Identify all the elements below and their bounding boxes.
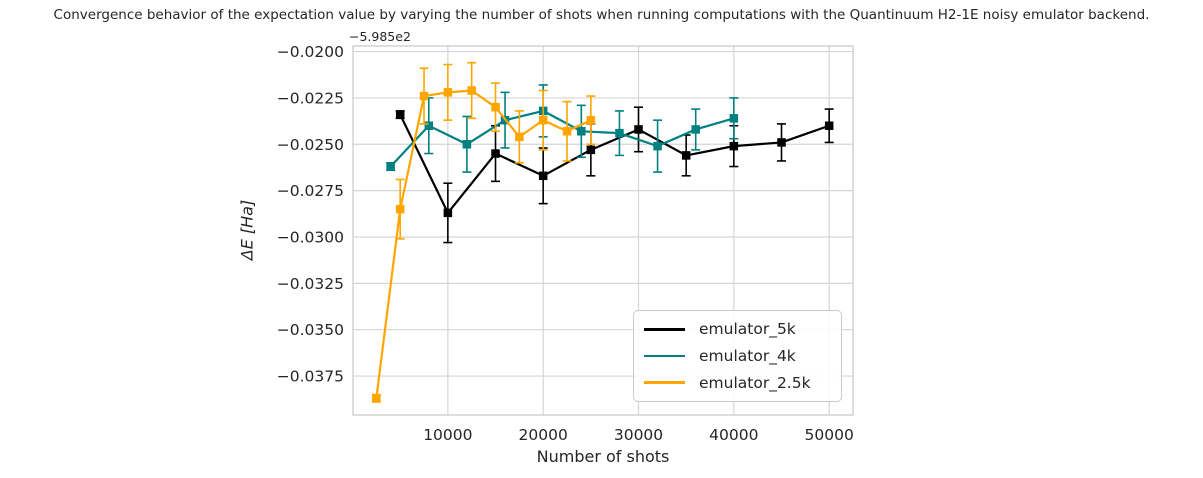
series-line: [375, 89, 592, 399]
series-line: [389, 109, 735, 168]
x-tick-label: 40000: [709, 426, 758, 444]
x-tick-label: 20000: [519, 426, 568, 444]
y-tick-label: −0.0325: [277, 275, 344, 293]
data-point-marker: [467, 86, 476, 95]
chart-title: Convergence behavior of the expectation …: [53, 7, 1150, 23]
data-point-marker: [729, 141, 739, 151]
legend-label-emulator-2-5k: emulator_2.5k: [699, 373, 811, 392]
series-line: [399, 114, 830, 214]
y-tick-label: −0.0225: [277, 89, 344, 107]
y-tick-label: −0.0350: [277, 321, 344, 339]
y-tick-label: −0.0375: [277, 368, 344, 386]
legend-item-emulator-2-5k: emulator_2.5k: [644, 374, 837, 392]
data-point-marker: [491, 149, 500, 158]
legend-line-sample-emulator-2-5k: [644, 381, 685, 384]
data-point-marker: [462, 140, 472, 149]
data-point-marker: [777, 138, 786, 147]
data-point-marker: [419, 91, 429, 101]
data-point-marker: [395, 204, 405, 214]
y-axis-offset-label: −5.985e2: [349, 29, 411, 44]
data-point-marker: [729, 114, 739, 123]
data-point-marker: [386, 162, 395, 171]
y-tick-label: −0.0200: [277, 43, 344, 61]
x-axis-label: Number of shots: [536, 447, 670, 466]
legend-item-emulator-5k: emulator_5k: [644, 320, 837, 338]
legend-line-sample-emulator-5k: [644, 328, 685, 331]
data-point-marker: [586, 145, 596, 155]
data-point-marker: [691, 125, 700, 134]
data-point-marker: [443, 88, 453, 97]
legend-line-sample-emulator-4k: [644, 354, 685, 358]
data-point-marker: [372, 394, 381, 403]
data-point-marker: [395, 110, 405, 119]
series-emulator_5k: [395, 106, 834, 244]
data-point-marker: [824, 121, 834, 130]
data-point-marker: [681, 151, 691, 160]
plot-frame: [352, 45, 854, 416]
y-tick-label: −0.0275: [277, 182, 344, 200]
y-tick-label: −0.0300: [277, 228, 344, 246]
tick-labels: −0.0200 −0.0225 −0.0250 −0.0275 −0.0300 −0.03…: [277, 43, 854, 444]
data-point-marker: [562, 127, 572, 136]
legend: emulator_5k emulator_4k emulator_2.5k: [633, 310, 842, 402]
y-tick-label: −0.0250: [277, 136, 344, 154]
data-point-marker: [443, 208, 453, 218]
data-point-marker: [515, 132, 524, 142]
data-point-marker: [577, 127, 586, 136]
x-tick-label: 50000: [805, 426, 854, 444]
legend-item-emulator-4k: emulator_4k: [644, 347, 837, 365]
data-point-marker: [615, 128, 624, 138]
data-point-marker: [653, 141, 662, 151]
x-tick-label: 30000: [614, 426, 663, 444]
data-point-marker: [538, 115, 548, 125]
data-point-marker: [634, 125, 643, 134]
legend-label-emulator-5k: emulator_5k: [699, 320, 796, 339]
data-point-marker: [424, 121, 434, 130]
data-point-marker: [491, 102, 500, 112]
data-point-marker: [586, 115, 596, 125]
x-tick-label: 10000: [423, 426, 472, 444]
data-point-marker: [538, 171, 548, 181]
series-emulator_2.5k: [371, 61, 596, 403]
legend-label-emulator-4k: emulator_4k: [699, 346, 796, 365]
